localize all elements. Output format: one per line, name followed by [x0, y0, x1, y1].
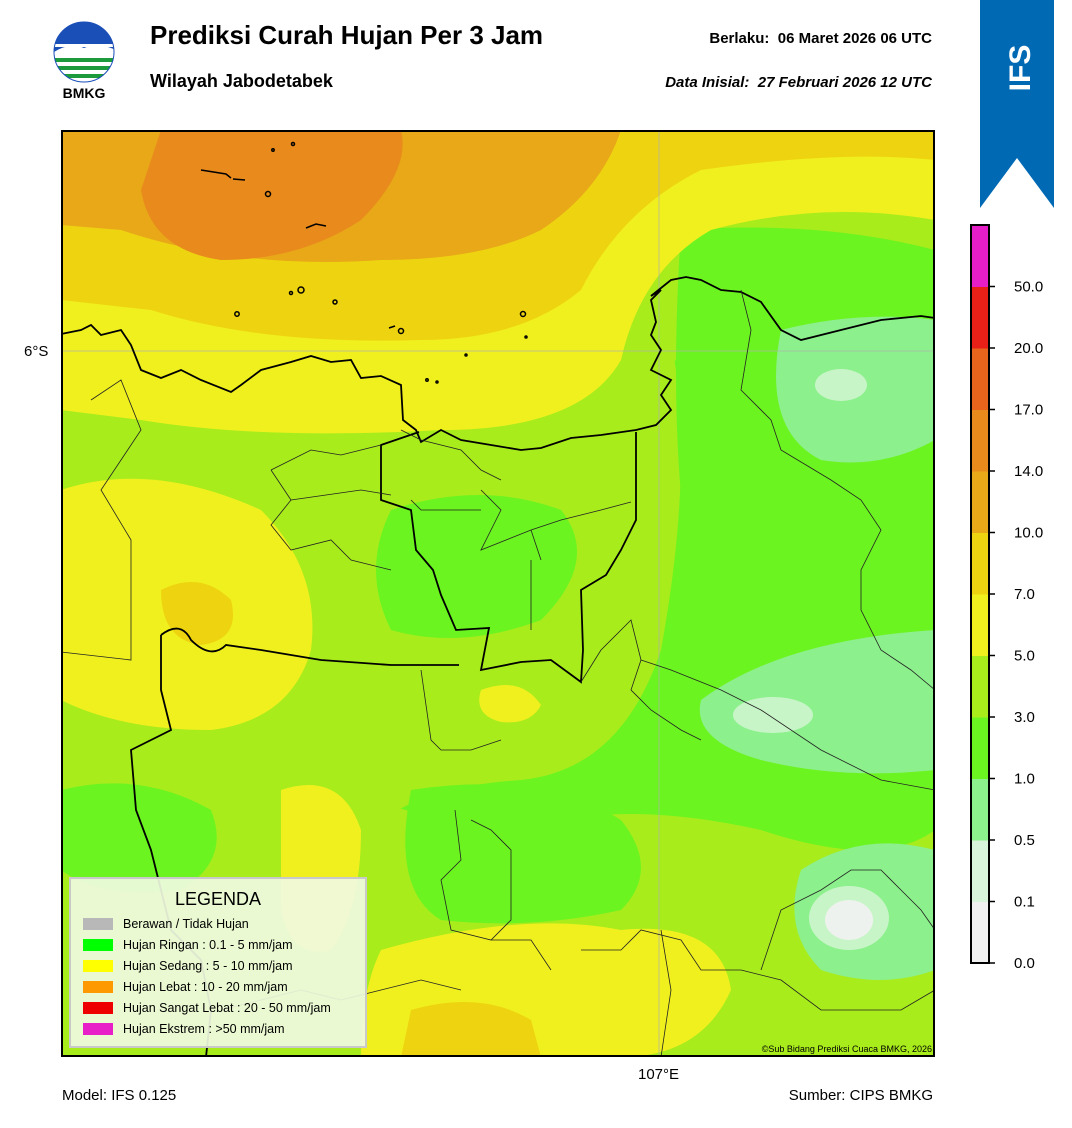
field-1-3-sw [61, 783, 217, 893]
bmkg-logo: BMKG [50, 18, 122, 102]
field-7-10-south [401, 1002, 541, 1057]
colorbar-segment [971, 901, 989, 964]
legend-item: Hujan Ringan : 0.1 - 5 mm/jam [83, 937, 293, 953]
colorbar-segment [971, 409, 989, 472]
colorbar-segment [971, 471, 989, 533]
field-5-7-small [479, 685, 541, 723]
copyright-note: ©Sub Bidang Prediksi Cuaca BMKG, 2026 [761, 1044, 932, 1054]
legend-swatch [83, 918, 113, 930]
colorbar-segment [971, 594, 989, 656]
badge-text: IFS [1004, 45, 1037, 92]
rainfall-map [61, 130, 935, 1057]
colorbar-tick-label: 20.0 [1014, 340, 1043, 357]
colorbar-segment [971, 348, 989, 410]
latitude-label: 6°S [24, 343, 49, 360]
valid-label: Berlaku: [709, 30, 770, 47]
colorbar: 0.0 0.1 0.5 1.0 3.0 5.0 7.0 10.0 14.0 17.0 20.0 50.… [968, 222, 1068, 972]
legend-swatch [83, 939, 113, 951]
legend-swatch [83, 1002, 113, 1014]
field-05-1-east2 [699, 630, 935, 774]
legend-label: Berawan / Tidak Hujan [123, 917, 249, 931]
ifs-badge: IFS [980, 0, 1054, 208]
field-00-01-e3 [825, 900, 873, 940]
legend-item: Berawan / Tidak Hujan [83, 916, 249, 932]
longitude-label: 107°E [638, 1066, 680, 1083]
province-boundary-west [160, 627, 459, 666]
legend-label: Hujan Sangat Lebat : 20 - 50 mm/jam [123, 1001, 331, 1015]
colorbar-tick-label: 14.0 [1014, 463, 1043, 480]
field-14-17-north [141, 130, 403, 260]
badge-shape [980, 0, 1054, 208]
init-label: Data Inisial: [665, 74, 750, 91]
colorbar-segment [971, 225, 989, 287]
colorbar-tick-label: 0.1 [1014, 894, 1035, 911]
islands [200, 141, 528, 384]
colorbar-segment [971, 717, 989, 779]
colorbar-segment [971, 532, 989, 595]
field-01-05-e1 [815, 369, 867, 401]
field-3-5-west [61, 300, 681, 960]
legend-item: Hujan Sangat Lebat : 20 - 50 mm/jam [83, 1000, 331, 1016]
colorbar-segment [971, 840, 989, 902]
legend-swatch [83, 1023, 113, 1035]
colorbar-segment [971, 286, 989, 349]
legend-label: Hujan Sedang : 5 - 10 mm/jam [123, 959, 293, 973]
colorbar-tick-label: 0.5 [1014, 832, 1035, 849]
colorbar-segment [971, 655, 989, 718]
valid-time: Berlaku: 06 Maret 2026 06 UTC [709, 30, 932, 47]
legend-label: Hujan Ekstrem : >50 mm/jam [123, 1022, 285, 1036]
legend-item: Hujan Ekstrem : >50 mm/jam [83, 1021, 285, 1037]
legend-label: Hujan Lebat : 10 - 20 mm/jam [123, 980, 288, 994]
legend-item: Hujan Sedang : 5 - 10 mm/jam [83, 958, 293, 974]
colorbar-tick-label: 7.0 [1014, 586, 1035, 603]
colorbar-segment [971, 778, 989, 841]
colorbar-tick-label: 5.0 [1014, 648, 1035, 665]
colorbar-tick-label: 0.0 [1014, 955, 1035, 972]
legend: LEGENDA Berawan / Tidak Hujan Hujan Ring… [69, 877, 367, 1048]
field-1-3-south [405, 784, 641, 924]
region-subtitle: Wilayah Jabodetabek [150, 71, 333, 91]
legend-swatch [83, 981, 113, 993]
init-time-value: 27 Februari 2026 12 UTC [757, 74, 932, 91]
logo-text: BMKG [63, 85, 106, 101]
colorbar-tick-label: 17.0 [1014, 402, 1043, 419]
source-info: Sumber: CIPS BMKG [788, 1087, 933, 1104]
legend-label: Hujan Ringan : 0.1 - 5 mm/jam [123, 938, 293, 952]
colorbar-tick-label: 50.0 [1014, 279, 1043, 296]
model-info: Model: IFS 0.125 [62, 1087, 177, 1104]
field-1-3-center [376, 495, 577, 638]
colorbar-tick-label: 10.0 [1014, 525, 1043, 542]
legend-title: LEGENDA [174, 889, 262, 909]
valid-time-value: 06 Maret 2026 06 UTC [777, 30, 932, 47]
coastline [61, 276, 935, 451]
colorbar-tick-label: 3.0 [1014, 709, 1035, 726]
legend-swatch [83, 960, 113, 972]
province-boundary [380, 431, 637, 684]
legend-item: Hujan Lebat : 10 - 20 mm/jam [83, 979, 288, 995]
colorbar-tick-label: 1.0 [1014, 771, 1035, 788]
initial-data-time: Data Inisial: 27 Februari 2026 12 UTC [665, 74, 932, 91]
page-title: Prediksi Curah Hujan Per 3 Jam [150, 20, 544, 50]
map-frame [61, 130, 935, 1057]
